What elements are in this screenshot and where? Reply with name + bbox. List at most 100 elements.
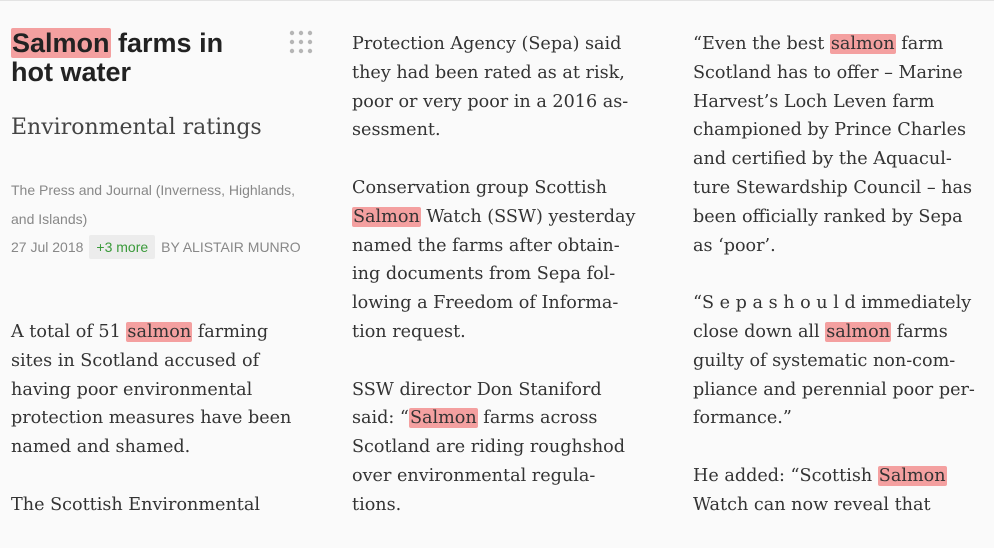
text-line: He added: “Scottish Salmon (693, 462, 994, 491)
text: poor or very poor in a 2016 as- (352, 91, 629, 112)
text: Scotland are riding roughshod (352, 437, 626, 458)
text: SSW director Don Staniford (352, 379, 602, 400)
text: named and shamed. (11, 437, 191, 458)
text-line: they had been rated as at risk, (352, 59, 662, 88)
text-line: Watch can now reveal that (693, 491, 994, 520)
text-line: having poor environmental (11, 376, 321, 405)
text: formance.” (693, 408, 792, 429)
text: sites in Scotland accused of (11, 350, 260, 371)
text-line: close down all salmon farms (693, 318, 994, 347)
text: been officially ranked by Sepa (693, 206, 963, 227)
text-line: championed by Prince Charles (693, 116, 994, 145)
text: named the farms after obtain- (352, 235, 620, 256)
paragraph: “Even the best salmon farm Scotland has t… (693, 30, 994, 260)
paragraph: A total of 51 salmon farming sites in Sco… (11, 318, 321, 462)
text-line: named the farms after obtain- (352, 232, 662, 261)
text-line: Salmon Watch (SSW) yesterday (352, 203, 662, 232)
text-line: “Even the best salmon farm (693, 30, 994, 59)
source: The Press and Journal (Inverness, Highla… (11, 182, 296, 227)
subtitle: Environmental ratings (11, 115, 262, 140)
text-line: ture Stewardship Council – has (693, 174, 994, 203)
text: Conservation group Scottish (352, 177, 607, 198)
text: Harvest’s Loch Leven farm (693, 91, 935, 112)
text-line: A total of 51 salmon farming (11, 318, 321, 347)
text-line: been officially ranked by Sepa (693, 203, 994, 232)
article-title: Salmon farms in hot water (11, 28, 261, 87)
text: Watch (SSW) yesterday (420, 206, 636, 227)
text-line: Scotland has to offer – Marine (693, 59, 994, 88)
paragraph: “S e p a s h o u l d immediately close do… (693, 289, 994, 433)
text: ture Stewardship Council – has (693, 177, 973, 198)
search-highlight: Salmon (408, 408, 478, 429)
date: 27 Jul 2018 (11, 239, 84, 255)
text: as ‘poor’. (693, 235, 776, 256)
text: farming (192, 322, 269, 342)
more-sources[interactable]: +3 more (89, 235, 156, 259)
text-line: guilty of systematic non-com- (693, 347, 994, 376)
text-line: lowing a Freedom of Informa- (352, 289, 662, 318)
text: having poor environmental (11, 379, 253, 400)
text: “S e p a s h o u l d immediately (693, 293, 972, 314)
text: said: “ (352, 408, 409, 429)
text: and certified by the Aquacul- (693, 149, 952, 170)
text: over environmental regula- (352, 465, 596, 486)
text-line: formance.” (693, 404, 994, 433)
search-highlight: salmon (829, 34, 896, 54)
text: He added: “Scottish (693, 465, 878, 486)
text: farm (895, 34, 944, 54)
text: farms (891, 321, 948, 342)
text: ing documents from Sepa fol- (352, 264, 616, 285)
text-line: Protection Agency (Sepa) said (352, 30, 662, 59)
text: farms across (477, 408, 598, 429)
text: tion request. (352, 321, 466, 342)
text-line: Scotland are riding roughshod (352, 433, 662, 462)
text-line: Conservation group Scottish (352, 174, 662, 203)
text-line: Harvest’s Loch Leven farm (693, 88, 994, 117)
text: A total of 51 (11, 322, 127, 342)
text-line: sessment. (352, 116, 662, 145)
text-line: “S e p a s h o u l d immediately (693, 289, 994, 318)
text: “Even the best (693, 34, 830, 54)
text-line: as ‘poor’. (693, 232, 994, 261)
text: close down all (693, 321, 826, 342)
paragraph: SSW director Don Staniford said: “Salmon … (352, 376, 662, 520)
text-line: named and shamed. (11, 433, 321, 462)
text-column: A total of 51 salmon farming sites in Sco… (11, 318, 321, 548)
text: Scotland has to offer – Marine (693, 62, 963, 83)
text-line: The Scottish Environmental (11, 491, 321, 520)
text: The Scottish Environmental (11, 494, 260, 515)
text: farms in hot water (11, 28, 224, 87)
text-line: and certified by the Aquacul- (693, 145, 994, 174)
text: Watch can now reveal that (693, 494, 931, 515)
text-line: sites in Scotland accused of (11, 347, 321, 376)
text: protection measures have been (11, 408, 292, 429)
search-highlight: Salmon (877, 465, 947, 486)
text: tions. (352, 494, 402, 515)
text-line: ing documents from Sepa fol- (352, 260, 662, 289)
text: lowing a Freedom of Informa- (352, 293, 619, 314)
paragraph: Conservation group Scottish Salmon Watch … (352, 174, 662, 347)
search-highlight: Salmon (352, 206, 421, 227)
byline: BY ALISTAIR MUNRO (161, 239, 301, 255)
text: guilty of systematic non-com- (693, 350, 956, 371)
text-column: “Even the best salmon farm Scotland has t… (693, 30, 994, 548)
text-line: poor or very poor in a 2016 as- (352, 88, 662, 117)
text: they had been rated as at risk, (352, 62, 625, 83)
text-line: tions. (352, 491, 662, 520)
drag-handle[interactable] (289, 30, 315, 56)
paragraph: Protection Agency (Sepa) said they had be… (352, 30, 662, 145)
article-meta: The Press and Journal (Inverness, Highla… (11, 176, 316, 262)
text-line: over environmental regula- (352, 462, 662, 491)
paragraph: The Scottish Environmental (11, 491, 321, 520)
search-highlight: Salmon (11, 28, 111, 58)
search-highlight: salmon (126, 322, 193, 342)
search-highlight: salmon (825, 321, 892, 342)
text-column: Protection Agency (Sepa) said they had be… (352, 30, 662, 548)
text-line: tion request. (352, 318, 662, 347)
text: championed by Prince Charles (693, 120, 967, 141)
text-line: SSW director Don Staniford (352, 376, 662, 405)
text-line: said: “Salmon farms across (352, 404, 662, 433)
text: sessment. (352, 120, 441, 141)
text-line: protection measures have been (11, 404, 321, 433)
